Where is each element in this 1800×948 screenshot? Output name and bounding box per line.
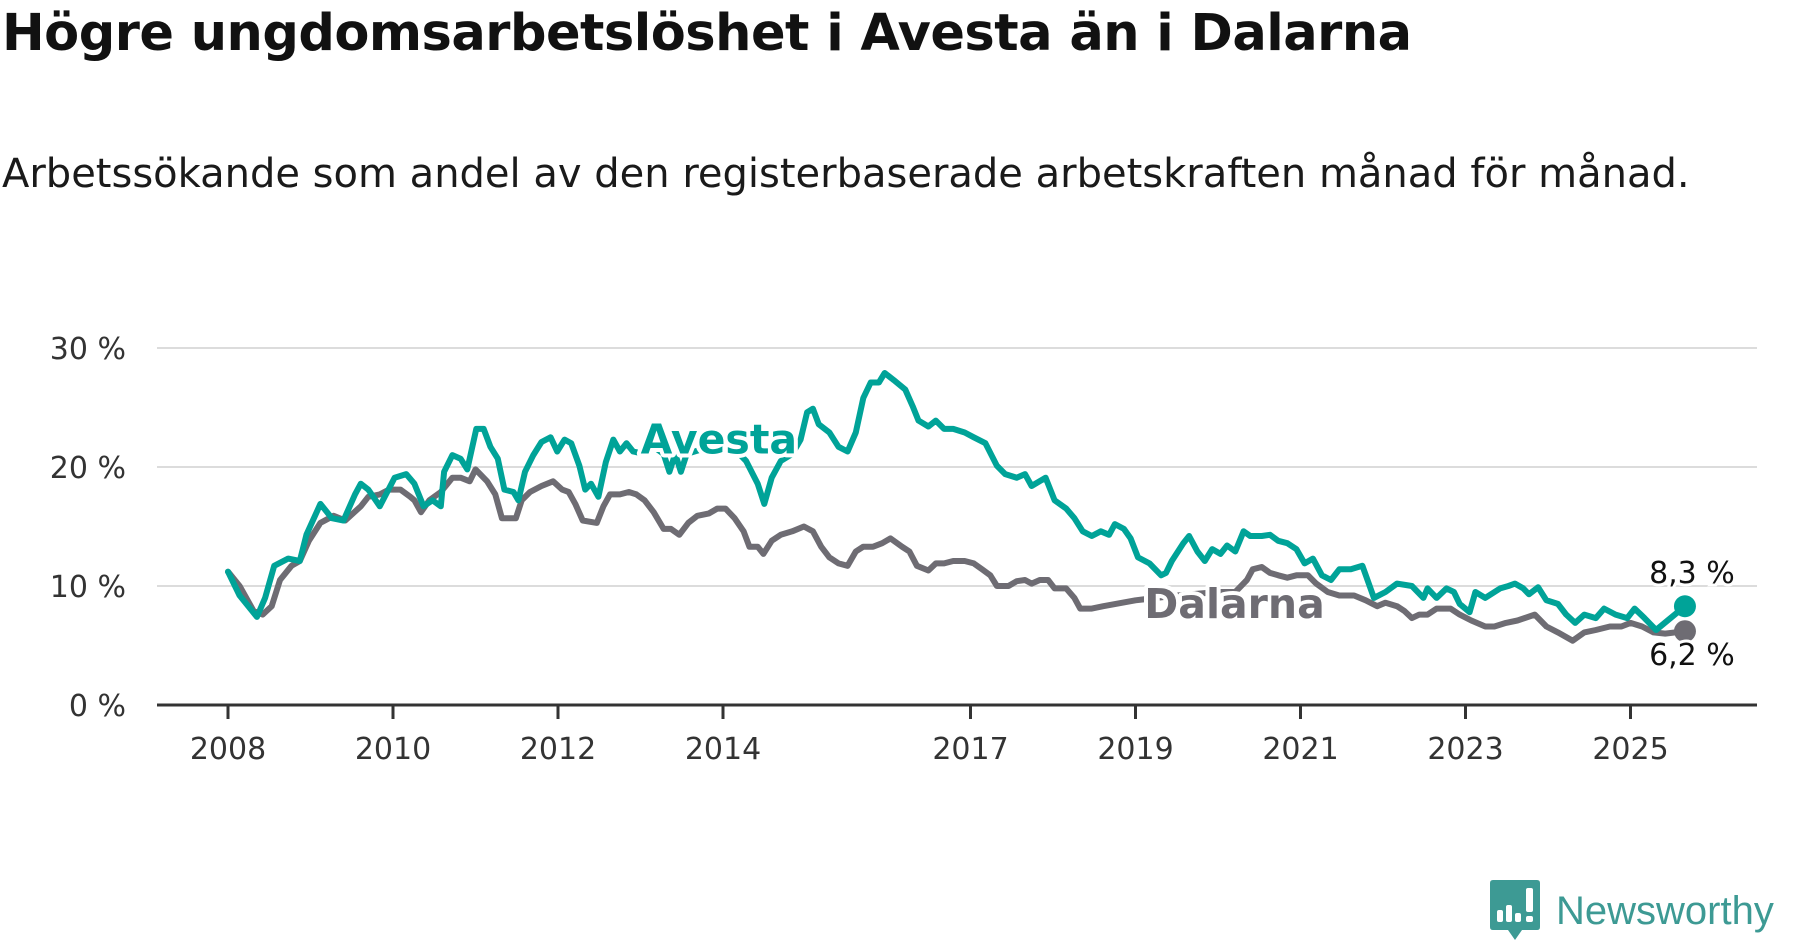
- series-label-avesta: Avesta: [641, 416, 797, 464]
- series-line-avesta: [225, 370, 1688, 633]
- chart-title: Högre ungdomsarbetslöshet i Avesta än i …: [2, 4, 1412, 63]
- x-tick-label: 2021: [1262, 732, 1338, 767]
- x-tick-label: 2025: [1592, 732, 1668, 767]
- end-value-label-avesta: 8,3 %: [1649, 556, 1735, 591]
- series-line-dalarna: [225, 466, 1688, 644]
- line-chart: 0 % 10 % 20 % 30 % 2008 2010 2012 2014 2017 2019 2…: [50, 332, 1757, 767]
- y-tick-label: 20 %: [50, 451, 126, 486]
- x-tick-label: 2014: [685, 732, 761, 767]
- newsworthy-logo-icon: [1490, 880, 1540, 940]
- end-point-avesta: [1673, 595, 1696, 618]
- x-tick-label: 2008: [190, 732, 266, 767]
- chart-subtitle: Arbetssökande som andel av den registerb…: [2, 151, 1690, 197]
- y-tick-label: 0 %: [69, 689, 126, 724]
- y-tick-label: 30 %: [50, 332, 126, 367]
- y-tick-label: 10 %: [50, 570, 126, 605]
- x-tick-label: 2010: [355, 732, 431, 767]
- series-label-dalarna: Dalarna: [1144, 580, 1325, 628]
- end-point-dalarna: [1673, 620, 1696, 643]
- newsworthy-logo-text: Newsworthy: [1556, 888, 1774, 933]
- newsworthy-logo: Newsworthy: [1490, 880, 1774, 942]
- x-tick-label: 2019: [1097, 732, 1173, 767]
- x-tick-label: 2017: [932, 732, 1008, 767]
- x-tick-label: 2023: [1427, 732, 1503, 767]
- end-value-label-dalarna: 6,2 %: [1649, 638, 1735, 673]
- x-tick-label: 2012: [520, 732, 596, 767]
